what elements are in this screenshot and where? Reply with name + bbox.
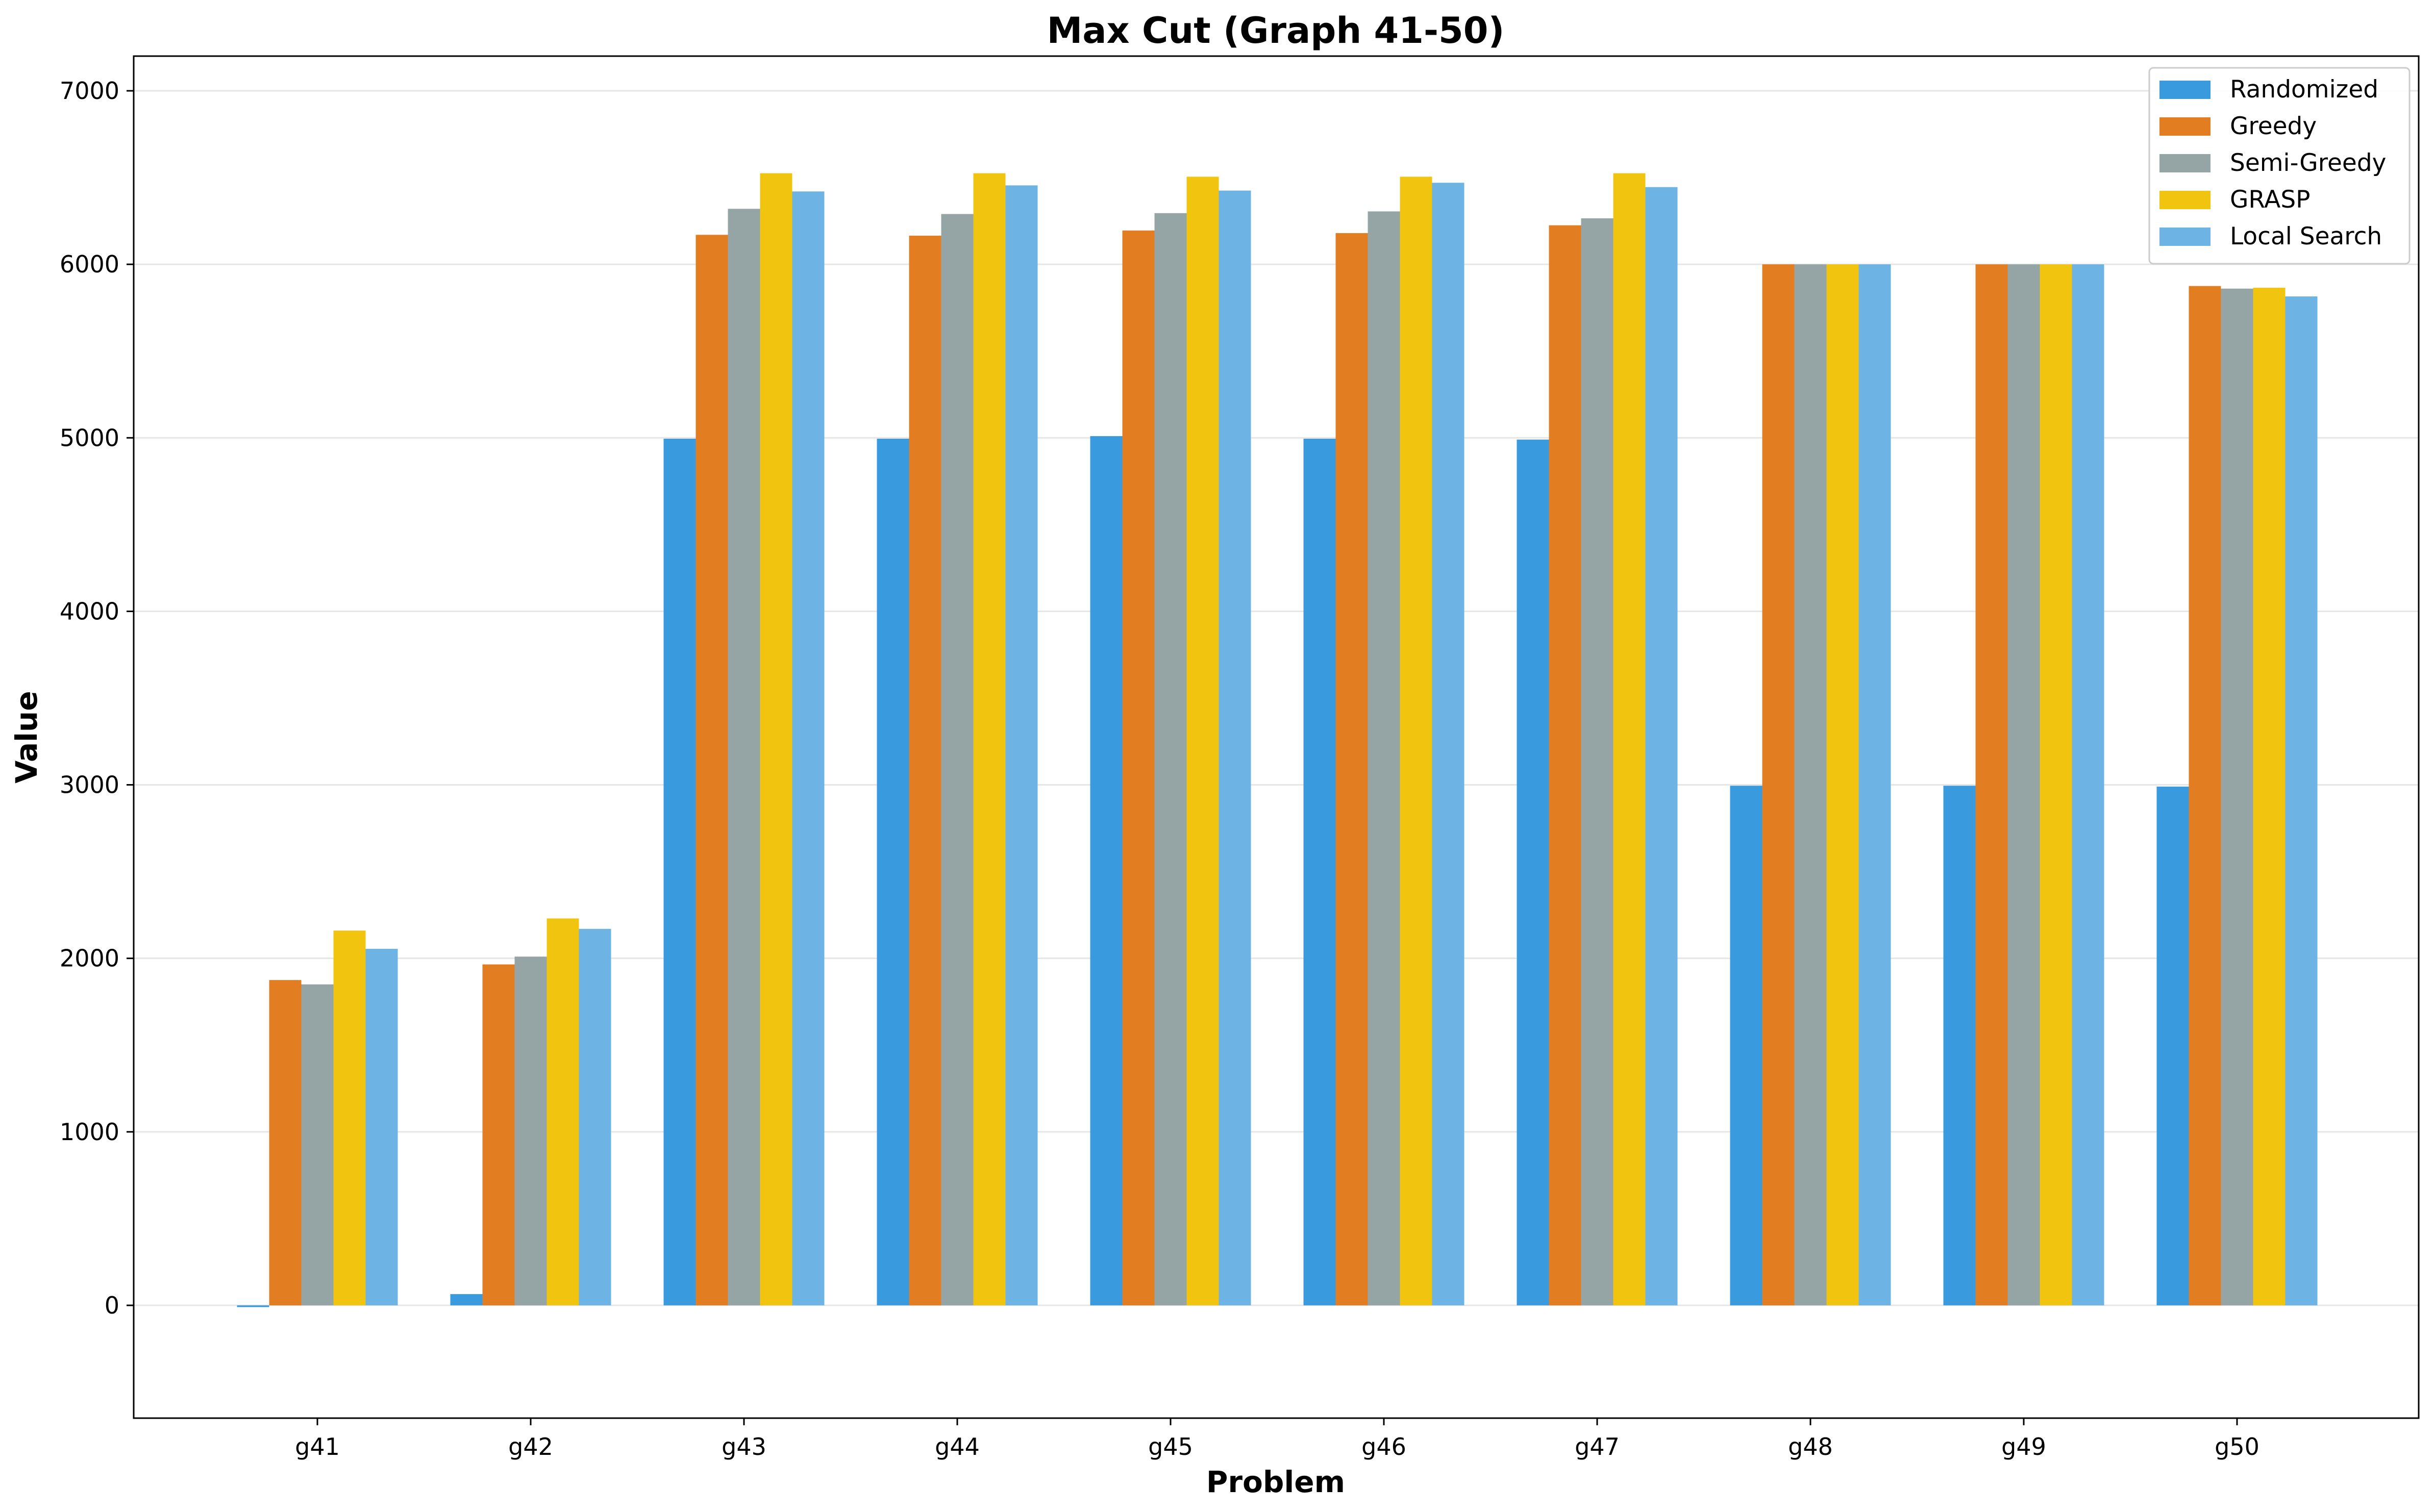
bar-g46-randomized xyxy=(1303,438,1336,1305)
legend-box xyxy=(2148,67,2411,265)
bar-g44-local-search xyxy=(1005,185,1038,1305)
y-tick-label: 1000 xyxy=(60,1118,119,1146)
bar-g50-grasp xyxy=(2253,288,2286,1305)
chart-title: Max Cut (Graph 41-50) xyxy=(1047,10,1505,52)
bar-g45-randomized xyxy=(1090,436,1123,1305)
bars xyxy=(237,173,2318,1307)
x-tick-label: g42 xyxy=(508,1433,553,1460)
bar-g42-randomized xyxy=(450,1294,483,1305)
bar-g42-semi-greedy xyxy=(514,956,547,1305)
y-tick-label: 5000 xyxy=(60,424,119,451)
bar-g46-local-search xyxy=(1432,183,1464,1305)
bar-g42-local-search xyxy=(579,928,611,1305)
bar-g48-local-search xyxy=(1858,264,1891,1305)
bar-g46-greedy xyxy=(1335,233,1368,1305)
bar-g50-local-search xyxy=(2285,296,2318,1305)
x-axis-ticks: g41 g42 g43 g44 g45 g46 g47 g48 g49 g50 xyxy=(295,1418,2259,1460)
bar-g43-semi-greedy xyxy=(728,209,760,1305)
plot-frame xyxy=(133,55,2420,1419)
bar-g46-semi-greedy xyxy=(1368,211,1400,1305)
legend-label: Greedy xyxy=(2230,112,2317,140)
bar-g50-semi-greedy xyxy=(2221,288,2253,1305)
bar-g43-local-search xyxy=(792,191,825,1305)
bar-g44-greedy xyxy=(909,236,941,1305)
legend-swatch xyxy=(2159,228,2211,246)
bar-g50-randomized xyxy=(2156,786,2189,1305)
y-tick-label: 2000 xyxy=(60,945,119,972)
y-tick-label: 7000 xyxy=(60,77,119,105)
legend-label: Randomized xyxy=(2230,75,2378,104)
bar-g42-grasp xyxy=(547,918,579,1305)
bar-g47-grasp xyxy=(1613,173,1646,1305)
bar-g42-greedy xyxy=(482,964,515,1305)
y-tick-label: 6000 xyxy=(60,250,119,278)
x-tick-label: g46 xyxy=(1361,1433,1406,1460)
bar-g41-semi-greedy xyxy=(301,984,334,1305)
x-tick-label: g43 xyxy=(722,1433,766,1460)
legend-swatch xyxy=(2159,81,2211,99)
bar-g44-grasp xyxy=(973,173,1006,1305)
bar-g44-semi-greedy xyxy=(941,214,974,1305)
bar-g41-grasp xyxy=(333,930,366,1305)
bar-g47-local-search xyxy=(1645,187,1678,1305)
bar-g43-greedy xyxy=(696,235,728,1305)
bar-g49-randomized xyxy=(1943,786,1976,1305)
bar-g50-greedy xyxy=(2189,286,2221,1305)
bar-g49-grasp xyxy=(2040,264,2072,1305)
y-tick-label: 3000 xyxy=(60,771,119,799)
bar-g46-grasp xyxy=(1400,177,1432,1305)
legend-label: GRASP xyxy=(2230,186,2311,214)
legend-label: Local Search xyxy=(2230,222,2382,250)
x-tick-label: g48 xyxy=(1788,1433,1833,1460)
bar-g48-randomized xyxy=(1730,786,1762,1305)
x-tick-label: g49 xyxy=(2001,1433,2046,1460)
bar-g49-greedy xyxy=(1975,264,2008,1305)
legend-swatch xyxy=(2159,117,2211,136)
legend-items: Randomized Greedy Semi-Greedy GRASP Local Se… xyxy=(2159,75,2386,250)
legend: Randomized Greedy Semi-Greedy GRASP Local Se… xyxy=(2148,67,2411,265)
bar-g43-randomized xyxy=(663,438,696,1305)
y-tick-label: 4000 xyxy=(60,597,119,625)
bar-g44-randomized xyxy=(877,438,909,1305)
bar-g47-greedy xyxy=(1549,225,1581,1305)
bar-g45-greedy xyxy=(1122,230,1155,1305)
bar-g41-local-search xyxy=(365,948,398,1305)
legend-swatch xyxy=(2159,154,2211,172)
bar-g47-randomized xyxy=(1517,439,1549,1305)
x-tick-label: g41 xyxy=(295,1433,340,1460)
legend-swatch xyxy=(2159,191,2211,209)
x-axis-label: Problem xyxy=(1206,1465,1345,1499)
x-tick-label: g45 xyxy=(1148,1433,1193,1460)
bar-g41-randomized xyxy=(237,1305,269,1307)
y-tick-label: 0 xyxy=(105,1292,119,1319)
x-tick-label: g44 xyxy=(935,1433,980,1460)
x-tick-label: g47 xyxy=(1575,1433,1620,1460)
y-axis-ticks: 0 1000 2000 3000 4000 5000 6000 7000 xyxy=(60,77,134,1319)
bar-g48-grasp xyxy=(1826,264,1859,1305)
bar-g49-semi-greedy xyxy=(2007,264,2040,1305)
bar-g47-semi-greedy xyxy=(1581,218,1613,1305)
bar-g45-local-search xyxy=(1219,190,1251,1305)
bar-g48-semi-greedy xyxy=(1794,264,1827,1305)
bar-g41-greedy xyxy=(269,980,302,1305)
x-tick-label: g50 xyxy=(2215,1433,2259,1460)
bar-g49-local-search xyxy=(2072,264,2104,1305)
legend-label: Semi-Greedy xyxy=(2230,149,2386,177)
bar-g48-greedy xyxy=(1762,264,1795,1305)
bar-g45-grasp xyxy=(1186,177,1219,1305)
bar-g45-semi-greedy xyxy=(1154,213,1187,1305)
bar-g43-grasp xyxy=(760,173,792,1305)
y-axis-label: Value xyxy=(9,691,44,783)
